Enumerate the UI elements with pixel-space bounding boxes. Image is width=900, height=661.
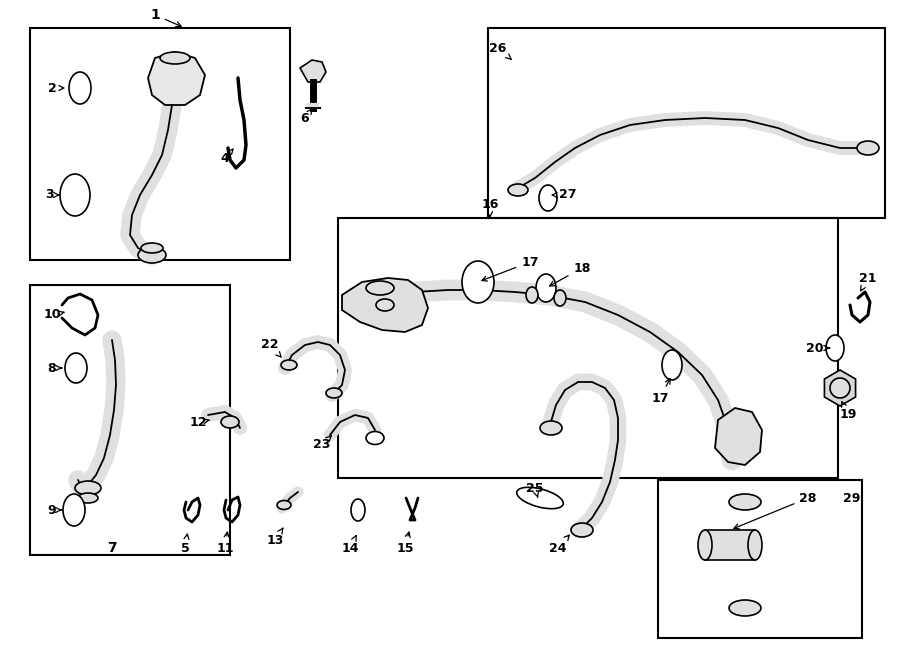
Ellipse shape (60, 174, 90, 216)
Ellipse shape (826, 335, 844, 361)
Text: 16: 16 (482, 198, 499, 217)
Ellipse shape (508, 184, 528, 196)
Ellipse shape (63, 494, 85, 526)
Text: 25: 25 (526, 481, 544, 497)
Ellipse shape (536, 274, 556, 302)
Ellipse shape (729, 600, 761, 616)
Text: 8: 8 (48, 362, 62, 375)
Bar (30, 285, 230, 555)
Ellipse shape (376, 299, 394, 311)
Ellipse shape (526, 287, 538, 303)
Text: 6: 6 (301, 109, 312, 124)
Polygon shape (148, 52, 205, 105)
Polygon shape (715, 408, 762, 465)
Text: 28: 28 (734, 492, 816, 529)
Polygon shape (342, 278, 428, 332)
Text: 18: 18 (550, 262, 590, 286)
Text: 19: 19 (840, 402, 857, 422)
Ellipse shape (78, 493, 98, 503)
Ellipse shape (554, 290, 566, 306)
Ellipse shape (141, 243, 163, 253)
Text: 11: 11 (216, 532, 234, 555)
Ellipse shape (729, 494, 761, 510)
Bar (30, 28, 290, 260)
Bar (658, 480, 862, 638)
Ellipse shape (69, 72, 91, 104)
Ellipse shape (221, 416, 239, 428)
Ellipse shape (277, 500, 291, 510)
Ellipse shape (857, 141, 879, 155)
Ellipse shape (351, 499, 365, 521)
Ellipse shape (65, 353, 87, 383)
Ellipse shape (539, 185, 557, 211)
Bar (338, 218, 838, 478)
Bar (705, 530, 755, 560)
Text: 10: 10 (43, 309, 64, 321)
Text: 1: 1 (150, 8, 181, 26)
Ellipse shape (366, 281, 394, 295)
Text: 7: 7 (107, 541, 117, 555)
Text: 21: 21 (860, 272, 877, 291)
Text: 17: 17 (482, 256, 539, 281)
Ellipse shape (540, 421, 562, 435)
Polygon shape (300, 60, 326, 82)
Ellipse shape (75, 481, 101, 495)
Text: 2: 2 (48, 81, 64, 95)
Text: 27: 27 (553, 188, 577, 202)
Text: 9: 9 (48, 504, 62, 516)
Ellipse shape (462, 261, 494, 303)
Polygon shape (824, 370, 856, 406)
Text: 15: 15 (396, 532, 414, 555)
Ellipse shape (830, 378, 850, 398)
Text: 3: 3 (46, 188, 60, 202)
Ellipse shape (571, 523, 593, 537)
Text: 13: 13 (266, 528, 284, 547)
Text: 5: 5 (181, 534, 189, 555)
Text: 20: 20 (806, 342, 830, 354)
Bar (488, 28, 885, 218)
Text: 26: 26 (490, 42, 511, 59)
Text: 24: 24 (549, 535, 569, 555)
Ellipse shape (662, 350, 682, 380)
Ellipse shape (366, 432, 384, 444)
Ellipse shape (517, 487, 563, 509)
Text: 17: 17 (652, 379, 670, 405)
Ellipse shape (281, 360, 297, 370)
Text: 12: 12 (189, 416, 210, 428)
Text: 22: 22 (261, 338, 281, 357)
Text: 29: 29 (843, 492, 860, 504)
Ellipse shape (748, 530, 762, 560)
Text: 14: 14 (341, 535, 359, 555)
Text: 23: 23 (313, 436, 331, 451)
Ellipse shape (160, 52, 190, 64)
Ellipse shape (698, 530, 712, 560)
Text: 4: 4 (220, 149, 233, 165)
Ellipse shape (326, 388, 342, 398)
Ellipse shape (138, 247, 166, 263)
